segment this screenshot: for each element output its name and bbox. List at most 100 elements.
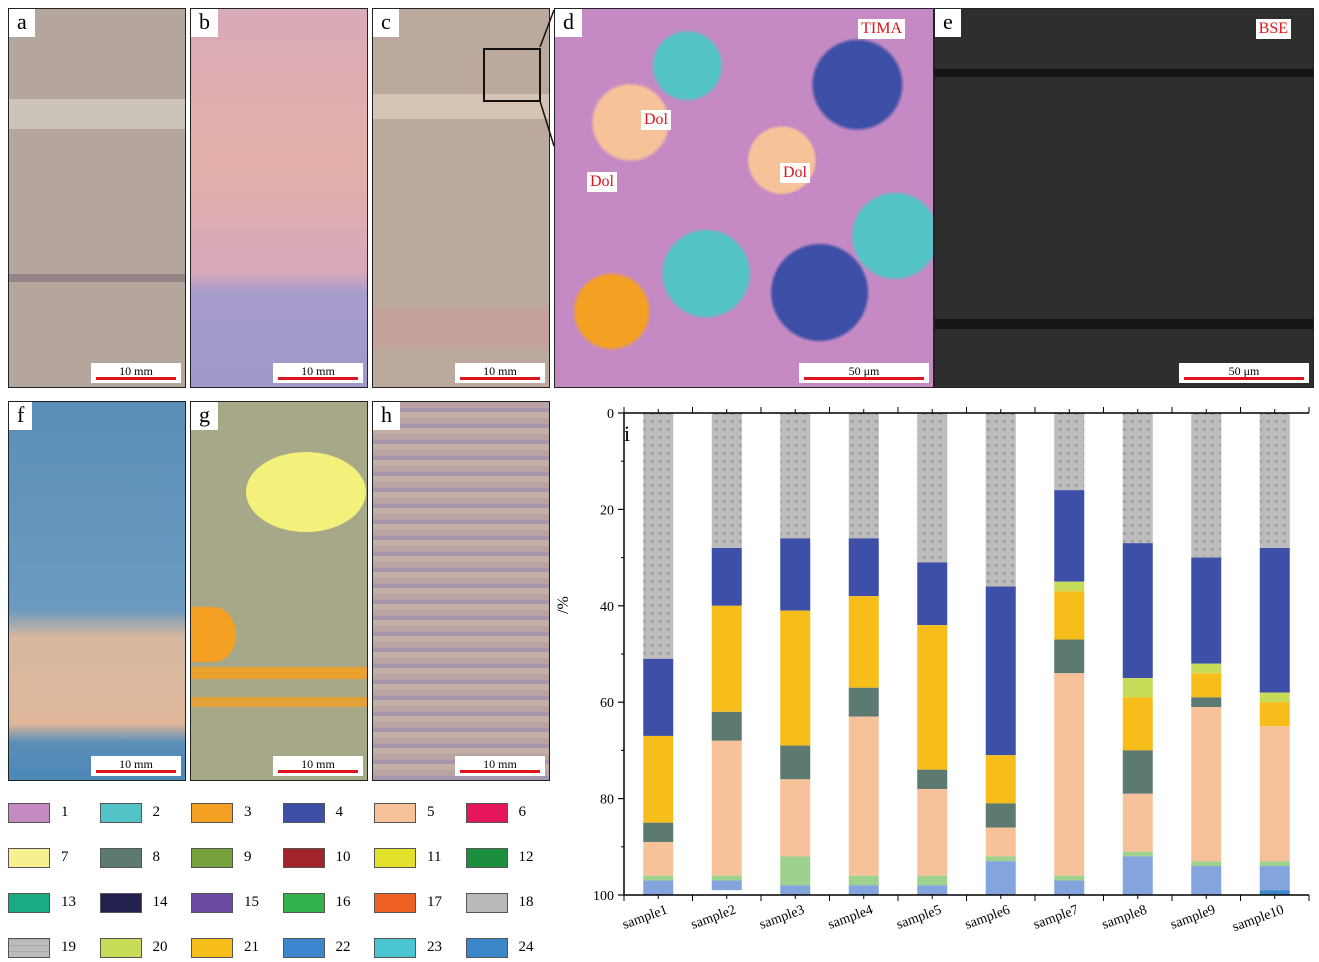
bar-segment-sample1-16: [643, 875, 674, 881]
panel-h-scalebar: 10 mm: [455, 756, 545, 776]
x-tick-label: sample5: [895, 903, 944, 933]
legend-number: 20: [152, 939, 168, 955]
bar-segment-sample5-22: [917, 885, 948, 895]
x-tick-label: sample2: [689, 903, 738, 933]
legend-swatch: [465, 893, 508, 913]
bar-segment-sample6-21: [985, 755, 1016, 804]
panel-g-scalebar: 10 mm: [273, 756, 363, 776]
bar-segment-sample9-16: [1191, 861, 1222, 867]
legend-swatch: [465, 848, 508, 868]
y-tick-label: 40: [600, 600, 614, 615]
bar-segment-sample4-19: [848, 413, 879, 539]
zoom-connector: [539, 9, 555, 147]
bar-segment-sample7-5: [1054, 673, 1085, 876]
panel-a-image: a 10 mm: [8, 8, 186, 388]
bar-segment-sample3-5: [780, 779, 811, 857]
legend-number: 21: [244, 939, 259, 955]
legend-number: 11: [427, 849, 442, 865]
bar-segment-sample1-21: [643, 735, 674, 823]
legend-number: 17: [427, 894, 442, 910]
legend-swatch: [282, 803, 325, 823]
panel-b-scale-text: 10 mm: [301, 364, 335, 378]
bar-segment-sample3-4: [780, 538, 811, 611]
bar-segment-sample3-22: [780, 885, 811, 895]
bar-segment-sample5-5: [917, 788, 948, 876]
bar-segment-sample8-19: [1122, 413, 1153, 544]
legend-swatch: [374, 848, 416, 868]
y-tick-label: 0: [607, 407, 614, 422]
panel-b-scalebar: 10 mm: [273, 363, 363, 383]
bar-segment-sample7-4: [1054, 490, 1085, 582]
bar-segment-sample8-20: [1122, 678, 1153, 698]
stacked-bar-chart: sample1 sample2 sample3 sample4 sample5 sampl…: [555, 407, 1310, 935]
legend-number: 5: [427, 804, 435, 820]
legend-swatch: [465, 803, 508, 823]
bar-segment-sample8-21: [1122, 697, 1153, 751]
bar-segment-sample5-19: [917, 413, 948, 563]
bar-segment-sample8-22: [1122, 856, 1153, 895]
bar-segment-sample1-8: [643, 822, 674, 842]
bar-segment-sample10-5: [1259, 726, 1290, 862]
panel-h-label: h: [373, 402, 400, 430]
bar-segment-sample2-16: [711, 875, 742, 881]
panel-d-scalebar: 50 μm: [799, 363, 929, 383]
tima-tag: TIMA: [858, 19, 905, 39]
legend-swatch: [99, 938, 142, 958]
panel-b-image: b 10 mm: [190, 8, 368, 388]
bar-segment-sample10-19: [1259, 413, 1290, 548]
bar-segment-sample2-21: [711, 605, 742, 712]
bar-segment-sample7-19: [1054, 413, 1085, 491]
bar-segment-sample10-22: [1259, 866, 1290, 891]
legend-swatch: [8, 848, 50, 868]
bar-segment-sample3-19: [780, 413, 811, 539]
bar-segment-sample1-19: [643, 413, 674, 659]
bar-segment-sample10-16: [1259, 861, 1290, 867]
bar-segment-sample10-21: [1259, 702, 1290, 727]
bar-segment-sample3-16: [780, 856, 811, 886]
legend-swatch: [282, 848, 325, 868]
legend-number: 14: [152, 894, 168, 910]
bar-segment-sample1-5: [643, 841, 674, 876]
legend-swatch: [99, 803, 142, 823]
dol-label-2: Dol: [587, 172, 617, 192]
bar-segment-sample2-19: [711, 413, 742, 548]
bar-segment-sample6-19: [985, 413, 1016, 587]
panel-c-scalebar: 10 mm: [455, 363, 545, 383]
legend-swatch: [191, 938, 233, 958]
bar-segment-sample3-8: [780, 745, 811, 780]
legend-number: 22: [335, 939, 351, 955]
legend-swatch: [282, 938, 325, 958]
bar-segment-sample7-11: [1054, 581, 1085, 592]
dol-label-3: Dol: [780, 163, 810, 183]
bar-segment-sample10-20: [1259, 692, 1290, 703]
bar-segment-sample10-4: [1259, 547, 1290, 693]
x-tick-label: sample9: [1169, 903, 1218, 933]
bar-segment-sample4-22: [848, 885, 879, 895]
panel-i-label: i: [624, 421, 630, 446]
legend-number: 8: [152, 849, 161, 865]
bar-segment-sample4-4: [848, 538, 879, 597]
bar-segment-sample5-21: [917, 625, 948, 770]
bar-segment-sample9-5: [1191, 707, 1222, 862]
bar-segment-sample5-8: [917, 769, 948, 789]
legend-number: 24: [518, 939, 534, 955]
bar-segment-sample9-19: [1191, 413, 1222, 558]
panel-g-label: g: [191, 402, 218, 430]
panel-e-label: e: [935, 9, 961, 37]
bar-segment-sample9-11: [1191, 663, 1222, 674]
legend-swatch: [191, 803, 233, 823]
bar-segment-sample5-16: [917, 875, 948, 886]
bar-segment-sample4-5: [848, 716, 879, 876]
dol-label-1: Dol: [641, 110, 671, 130]
bar-segment-sample10-24: [1259, 890, 1290, 895]
bar-segment-sample8-8: [1122, 750, 1153, 794]
legend-number: 12: [518, 849, 534, 865]
legend-swatch: [374, 938, 416, 958]
bar-segment-sample5-4: [917, 562, 948, 626]
panel-e-scale-text: 50 μm: [1228, 364, 1260, 378]
x-tick-label: sample1: [621, 903, 670, 933]
legend-number: 6: [518, 804, 527, 820]
panel-d-label: d: [555, 9, 582, 37]
bar-segment-sample1-22: [643, 880, 674, 895]
legend-number: 19: [61, 939, 76, 955]
